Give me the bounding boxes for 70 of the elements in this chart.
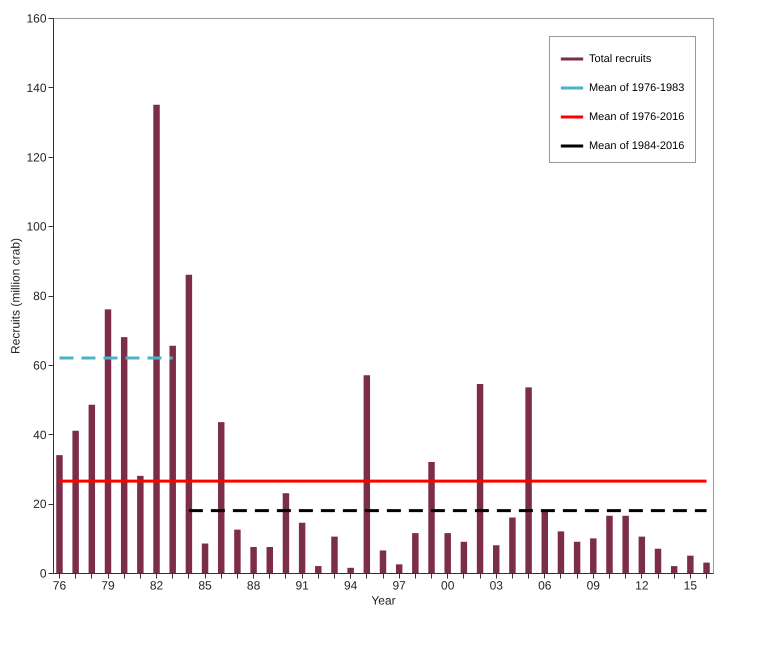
y-tick-label: 60	[33, 358, 47, 372]
bar	[476, 384, 484, 573]
legend-label: Mean of 1976-2016	[589, 111, 684, 123]
bar	[670, 566, 678, 573]
x-tick-label: 82	[150, 578, 164, 592]
x-tick-label: 85	[198, 578, 212, 592]
bar	[202, 544, 208, 573]
legend-label: Mean of 1976-1983	[589, 82, 684, 94]
y-tick-label: 120	[26, 150, 47, 164]
x-tick-label: 06	[538, 578, 552, 592]
bar	[525, 387, 532, 573]
x-tick-label: 09	[586, 578, 600, 592]
bar	[218, 422, 224, 573]
bar	[703, 562, 710, 573]
bar	[444, 533, 451, 573]
bar	[396, 564, 402, 573]
x-tick-label: 88	[246, 578, 261, 592]
bar	[558, 531, 564, 573]
y-tick-label: 20	[33, 497, 47, 512]
x-tick-label: 94	[344, 578, 358, 592]
bar	[137, 476, 144, 573]
legend-label: Mean of 1984-2016	[589, 140, 684, 152]
bar	[88, 404, 96, 573]
bar	[298, 522, 306, 573]
bar	[590, 538, 597, 573]
bar	[282, 493, 290, 573]
x-tick-label: 97	[392, 578, 406, 592]
y-tick-label: 0	[40, 566, 47, 580]
bar	[509, 518, 516, 573]
x-tick-label: 76	[52, 578, 66, 592]
y-axis-title: Recruits (million crab)	[8, 238, 22, 354]
bar	[638, 536, 646, 573]
bar	[412, 533, 419, 573]
x-tick-label: 12	[635, 578, 649, 592]
bar	[331, 536, 338, 573]
bar	[654, 548, 662, 573]
bar	[56, 455, 63, 573]
bar	[364, 375, 370, 573]
bar	[234, 530, 241, 573]
bar	[186, 274, 192, 573]
bar	[120, 337, 128, 573]
bar	[622, 516, 629, 573]
y-tick-label: 40	[33, 428, 47, 442]
bar	[687, 556, 694, 573]
x-tick-label: 79	[101, 578, 115, 592]
bar	[347, 568, 354, 573]
bar	[250, 546, 257, 573]
bar	[606, 516, 613, 573]
x-tick-label: 15	[684, 578, 698, 592]
x-tick-label: 00	[441, 578, 455, 592]
bar	[542, 510, 548, 573]
bar	[428, 462, 435, 573]
legend-label: Total recruits	[589, 53, 652, 65]
x-tick-label: 03	[490, 578, 504, 592]
bar	[380, 550, 386, 573]
bar	[315, 566, 322, 573]
y-tick-label: 140	[26, 80, 47, 95]
x-axis-title: Year	[371, 594, 396, 608]
y-tick-label: 160	[26, 12, 47, 26]
bar	[266, 546, 273, 573]
bar	[460, 542, 468, 573]
bar	[153, 104, 160, 573]
bar	[72, 430, 79, 573]
bar	[169, 346, 176, 573]
y-tick-label: 100	[26, 220, 47, 234]
x-tick-label: 91	[295, 578, 310, 592]
bar	[574, 542, 580, 573]
y-tick-label: 80	[33, 289, 47, 303]
bar	[104, 309, 112, 573]
bar	[493, 545, 500, 573]
